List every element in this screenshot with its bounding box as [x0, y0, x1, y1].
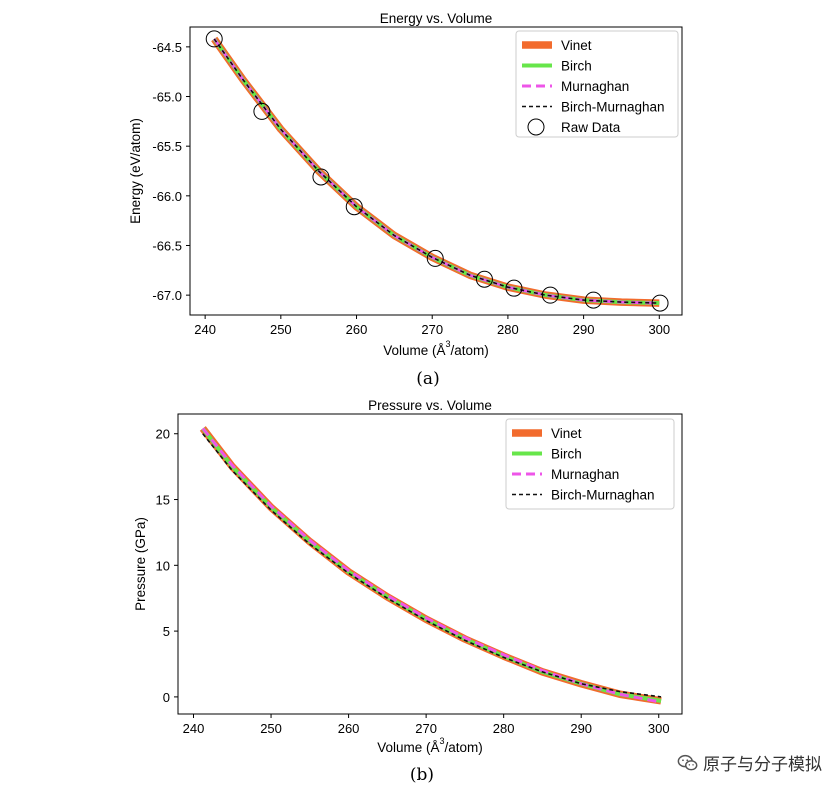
legend-label: Vinet — [551, 426, 582, 441]
legend-label: Birch-Murnaghan — [561, 100, 665, 115]
x-axis-label: Volume (Å3/atom) — [383, 339, 489, 358]
x-tick-label: 280 — [493, 721, 515, 736]
legend-label: Murnaghan — [561, 79, 629, 94]
y-axis-label: Pressure (GPa) — [133, 517, 148, 611]
legend-label: Birch — [561, 59, 592, 74]
x-tick-label: 300 — [648, 721, 670, 736]
x-tick-label: 250 — [260, 721, 282, 736]
y-tick-label: 20 — [156, 427, 170, 442]
raw-data-point — [426, 249, 444, 267]
legend-label: Raw Data — [561, 120, 621, 135]
y-tick-label: -64.5 — [152, 40, 182, 55]
figure-caption: (b) — [410, 765, 434, 785]
raw-data-point — [505, 279, 523, 297]
x-tick-label: 280 — [497, 322, 519, 337]
raw-data-point — [312, 168, 330, 186]
x-tick-label: 270 — [415, 721, 437, 736]
y-axis-label: Energy (eV/atom) — [128, 118, 143, 224]
y-tick-label: -65.0 — [152, 90, 182, 105]
x-tick-label: 260 — [346, 322, 368, 337]
legend-label: Murnaghan — [551, 467, 619, 482]
raw-data-point — [541, 286, 559, 304]
raw-data-point — [475, 270, 493, 288]
legend-label: Birch — [551, 447, 582, 462]
watermark: 原子与分子模拟 — [677, 750, 822, 775]
watermark-text: 原子与分子模拟 — [703, 755, 822, 775]
plot-frame — [177, 413, 683, 715]
raw-data-point — [345, 198, 363, 216]
y-tick-label: -66.0 — [152, 189, 182, 204]
x-tick-label: 270 — [421, 322, 443, 337]
x-tick-label: 290 — [573, 322, 595, 337]
y-tick-label: 15 — [156, 493, 170, 508]
legend-label: Vinet — [561, 38, 592, 53]
chart-pressure: Pressure vs. Volume 240 250 260 270 280 290 300… — [133, 398, 683, 785]
x-tick-label: 290 — [570, 721, 592, 736]
raw-data-point — [205, 30, 223, 48]
y-tick-label: -66.5 — [152, 238, 182, 253]
raw-data-point — [253, 102, 271, 120]
legend-marker-raw-data — [527, 118, 545, 136]
plot-frame — [189, 26, 683, 316]
series-line-birch-murnaghan — [213, 38, 660, 304]
y-tick-label: -67.0 — [152, 288, 182, 303]
figure-caption: (a) — [416, 369, 439, 389]
y-tick-label: 10 — [156, 558, 170, 573]
y-tick-label: -65.5 — [152, 139, 182, 154]
x-axis-label: Volume (Å3/atom) — [377, 736, 483, 755]
wechat-icon — [677, 754, 698, 770]
y-tick-label: 5 — [163, 624, 170, 639]
raw-data-point — [584, 291, 602, 309]
legend-label: Birch-Murnaghan — [551, 488, 655, 503]
x-tick-label: 240 — [183, 721, 205, 736]
x-tick-label: 260 — [338, 721, 360, 736]
chart-energy: Energy vs. Volume 240 250 260 270 280 290 300 -6… — [128, 11, 683, 389]
legend-box — [515, 30, 679, 138]
series-line-murnaghan — [201, 427, 662, 704]
raw-data-point — [651, 294, 669, 312]
chart-title: Energy vs. Volume — [380, 11, 493, 26]
x-tick-label: 300 — [648, 322, 670, 337]
x-tick-label: 240 — [194, 322, 216, 337]
legend-box — [505, 418, 675, 510]
y-tick-label: 0 — [163, 690, 170, 705]
chart-title: Pressure vs. Volume — [368, 398, 492, 413]
x-tick-label: 250 — [270, 322, 292, 337]
